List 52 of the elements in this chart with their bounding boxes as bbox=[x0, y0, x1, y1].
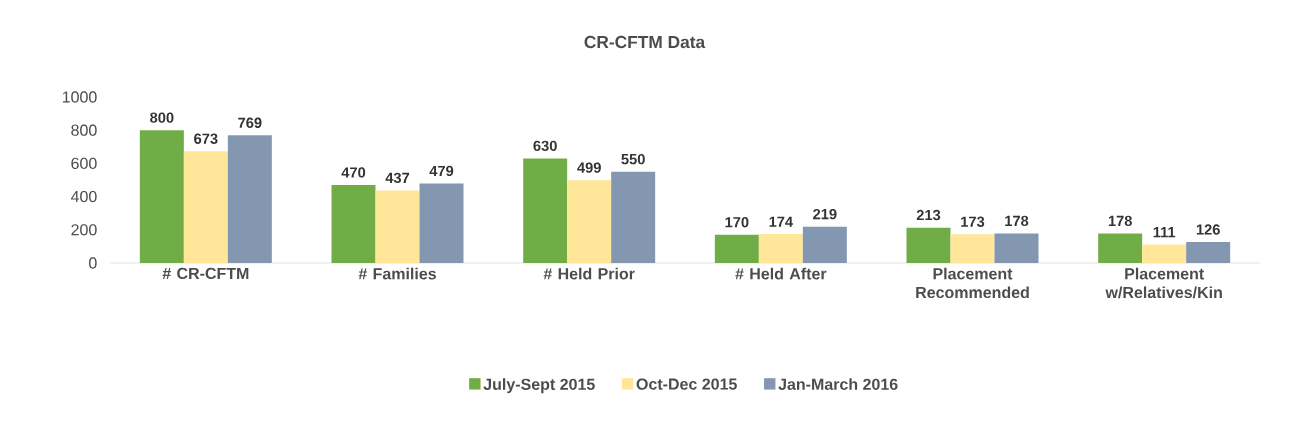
bar bbox=[183, 151, 228, 263]
data-label: 178 bbox=[1005, 215, 1029, 227]
chart-title: CR-CFTM Data bbox=[584, 35, 706, 49]
x-tick-label: # Held After bbox=[735, 267, 827, 280]
x-tick-label: # Held Prior bbox=[543, 267, 635, 280]
bar bbox=[714, 234, 759, 263]
y-tick-label: 600 bbox=[71, 157, 97, 170]
bar bbox=[1142, 244, 1187, 263]
x-tick-label: Placement w/Relatives/Kin bbox=[1105, 267, 1222, 299]
data-label: 673 bbox=[194, 133, 218, 144]
bar bbox=[375, 190, 420, 263]
bar bbox=[419, 183, 464, 263]
bar bbox=[523, 158, 568, 263]
data-label: 479 bbox=[429, 165, 454, 177]
data-label: 470 bbox=[341, 167, 366, 178]
x-tick-label: # CR-CFTM bbox=[162, 267, 249, 280]
bar bbox=[758, 234, 803, 263]
bar bbox=[1186, 242, 1231, 263]
bar bbox=[994, 233, 1039, 263]
bar bbox=[331, 184, 376, 263]
legend-label: Oct-Dec 2015 bbox=[636, 378, 737, 390]
bar bbox=[139, 130, 184, 263]
bar bbox=[906, 227, 951, 263]
bar bbox=[567, 180, 612, 263]
data-label: 213 bbox=[916, 209, 941, 221]
y-tick-label: 0 bbox=[89, 257, 97, 269]
x-tick-label: Placement Recommended bbox=[916, 267, 1029, 299]
bar bbox=[950, 234, 995, 263]
bar bbox=[802, 226, 847, 263]
data-label: 769 bbox=[238, 117, 262, 128]
data-label: 437 bbox=[385, 172, 410, 184]
y-tick-label: 800 bbox=[71, 124, 97, 136]
y-tick-label: 400 bbox=[70, 190, 97, 203]
x-tick-label: # Families bbox=[358, 267, 436, 280]
data-label: 800 bbox=[150, 112, 174, 123]
data-label: 126 bbox=[1196, 224, 1220, 235]
data-label: 174 bbox=[769, 216, 793, 227]
data-label: 170 bbox=[725, 217, 749, 228]
y-tick-label: 200 bbox=[71, 224, 97, 236]
bar bbox=[611, 171, 656, 263]
data-label: 630 bbox=[533, 140, 557, 152]
data-label: 550 bbox=[621, 153, 645, 165]
legend-label: Jan-March 2016 bbox=[778, 378, 898, 390]
data-label: 499 bbox=[577, 162, 601, 173]
bar bbox=[1098, 233, 1143, 263]
bar bbox=[227, 135, 272, 263]
y-tick-label: 1000 bbox=[62, 91, 97, 103]
data-label: 173 bbox=[961, 216, 985, 227]
data-label: 111 bbox=[1153, 227, 1176, 238]
data-label: 178 bbox=[1108, 215, 1132, 227]
legend-label: July-Sept 2015 bbox=[483, 378, 595, 394]
data-label: 219 bbox=[813, 208, 837, 220]
